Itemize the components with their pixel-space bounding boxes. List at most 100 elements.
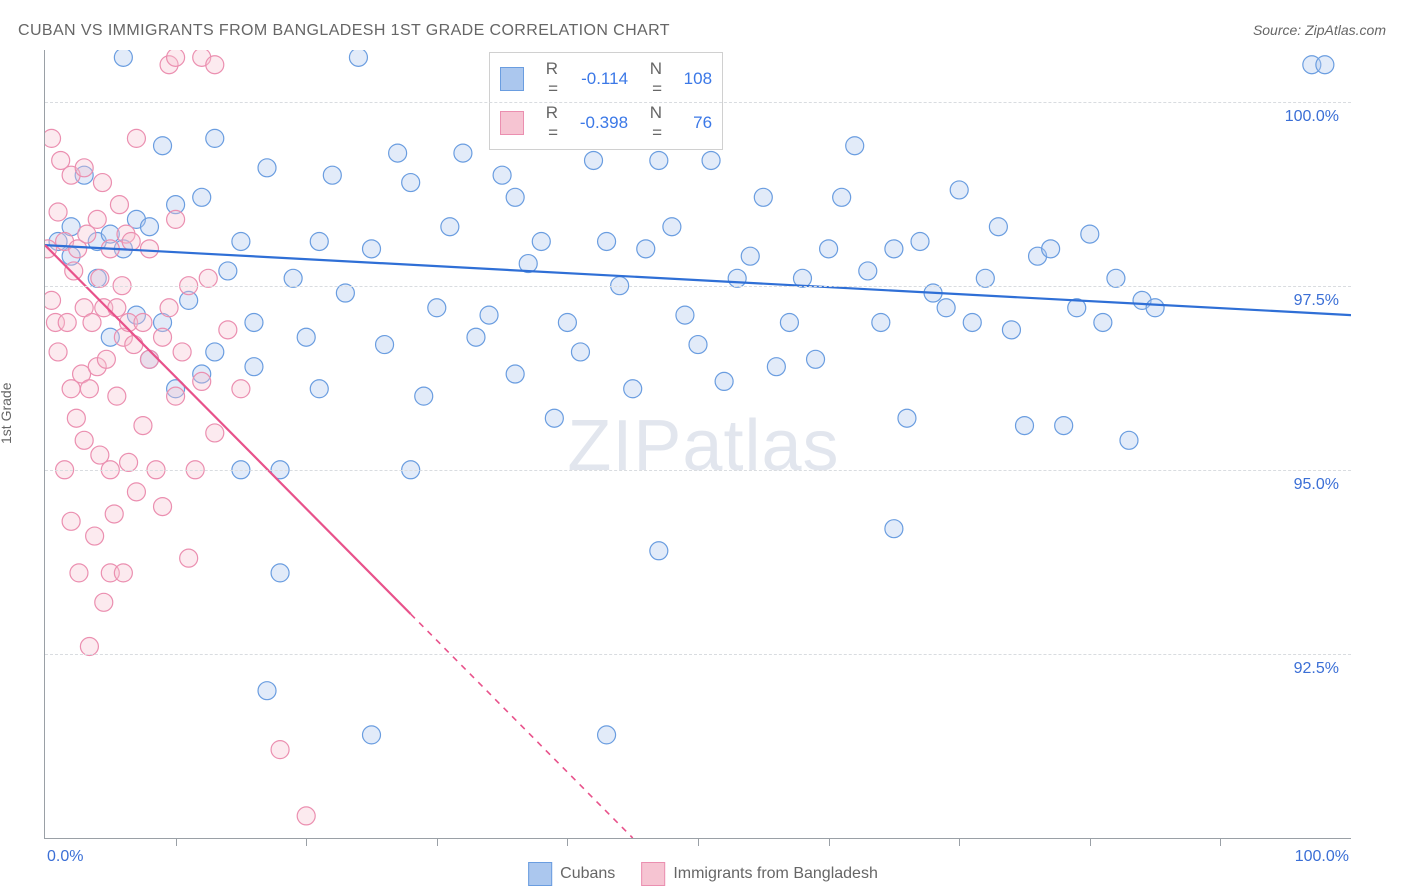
trend-line-dashed (411, 614, 633, 838)
y-tick-label: 92.5% (1294, 660, 1339, 678)
x-tick-last: 100.0% (1295, 848, 1349, 866)
data-point (349, 50, 367, 66)
data-point (199, 269, 217, 287)
data-point (598, 726, 616, 744)
data-point (75, 431, 93, 449)
data-point (83, 313, 101, 331)
stat-r-lbl: R = (532, 59, 558, 99)
y-axis-label: 1st Grade (0, 383, 14, 444)
data-point (154, 137, 172, 155)
data-point (219, 262, 237, 280)
data-point (167, 387, 185, 405)
data-point (532, 232, 550, 250)
data-point (91, 269, 109, 287)
data-point (741, 247, 759, 265)
data-point (585, 151, 603, 169)
legend-swatch (500, 67, 524, 91)
legend-swatch (641, 862, 665, 886)
data-point (506, 188, 524, 206)
data-point (70, 564, 88, 582)
bottom-legend: CubansImmigrants from Bangladesh (528, 862, 878, 886)
data-point (140, 218, 158, 236)
x-tick (1220, 838, 1221, 846)
chart-container: CUBAN VS IMMIGRANTS FROM BANGLADESH 1ST … (0, 0, 1406, 892)
data-point (297, 807, 315, 825)
data-point (193, 372, 211, 390)
data-point (95, 593, 113, 611)
data-point (963, 313, 981, 331)
data-point (402, 174, 420, 192)
data-point (206, 424, 224, 442)
data-point (140, 350, 158, 368)
stat-legend-row: R =-0.398N =76 (500, 101, 712, 145)
data-point (58, 313, 76, 331)
data-point (67, 409, 85, 427)
data-point (1055, 417, 1073, 435)
data-point (728, 269, 746, 287)
data-point (193, 188, 211, 206)
data-point (284, 269, 302, 287)
data-point (120, 453, 138, 471)
data-point (297, 328, 315, 346)
legend-item: Immigrants from Bangladesh (641, 862, 878, 886)
data-point (872, 313, 890, 331)
stat-legend-row: R =-0.114N =108 (500, 57, 712, 101)
data-point (134, 417, 152, 435)
data-point (1107, 269, 1125, 287)
data-point (454, 144, 472, 162)
data-point (663, 218, 681, 236)
data-point (676, 306, 694, 324)
data-point (114, 50, 132, 66)
y-tick-label: 100.0% (1285, 108, 1339, 126)
data-point (97, 350, 115, 368)
data-point (1120, 431, 1138, 449)
data-point (75, 159, 93, 177)
data-point (389, 144, 407, 162)
x-tick (829, 838, 830, 846)
x-tick-first: 0.0% (47, 848, 83, 866)
legend-label: Immigrants from Bangladesh (673, 865, 878, 883)
data-point (754, 188, 772, 206)
x-tick (1090, 838, 1091, 846)
data-point (160, 299, 178, 317)
data-point (336, 284, 354, 302)
data-point (363, 240, 381, 258)
chart-title: CUBAN VS IMMIGRANTS FROM BANGLADESH 1ST … (18, 22, 670, 40)
data-point (506, 365, 524, 383)
data-point (898, 409, 916, 427)
stat-n-lbl: N = (636, 59, 662, 99)
stat-n-val: 76 (670, 113, 712, 133)
data-point (49, 343, 67, 361)
stat-n-lbl: N = (636, 103, 662, 143)
data-point (767, 358, 785, 376)
gridline (45, 470, 1351, 471)
data-point (45, 291, 61, 309)
data-point (441, 218, 459, 236)
data-point (376, 336, 394, 354)
x-tick (176, 838, 177, 846)
x-tick (959, 838, 960, 846)
data-point (45, 129, 61, 147)
data-point (271, 564, 289, 582)
data-point (598, 232, 616, 250)
trend-line (45, 245, 1351, 315)
data-point (122, 232, 140, 250)
data-point (937, 299, 955, 317)
source-label: Source: ZipAtlas.com (1253, 22, 1386, 38)
data-point (989, 218, 1007, 236)
data-point (1094, 313, 1112, 331)
data-point (833, 188, 851, 206)
data-point (232, 232, 250, 250)
y-tick-label: 97.5% (1294, 292, 1339, 310)
data-point (859, 262, 877, 280)
data-point (86, 527, 104, 545)
data-point (219, 321, 237, 339)
data-point (545, 409, 563, 427)
legend-swatch (528, 862, 552, 886)
data-point (167, 210, 185, 228)
x-tick (306, 838, 307, 846)
data-point (650, 151, 668, 169)
data-point (976, 269, 994, 287)
data-point (637, 240, 655, 258)
trend-line (45, 245, 411, 614)
